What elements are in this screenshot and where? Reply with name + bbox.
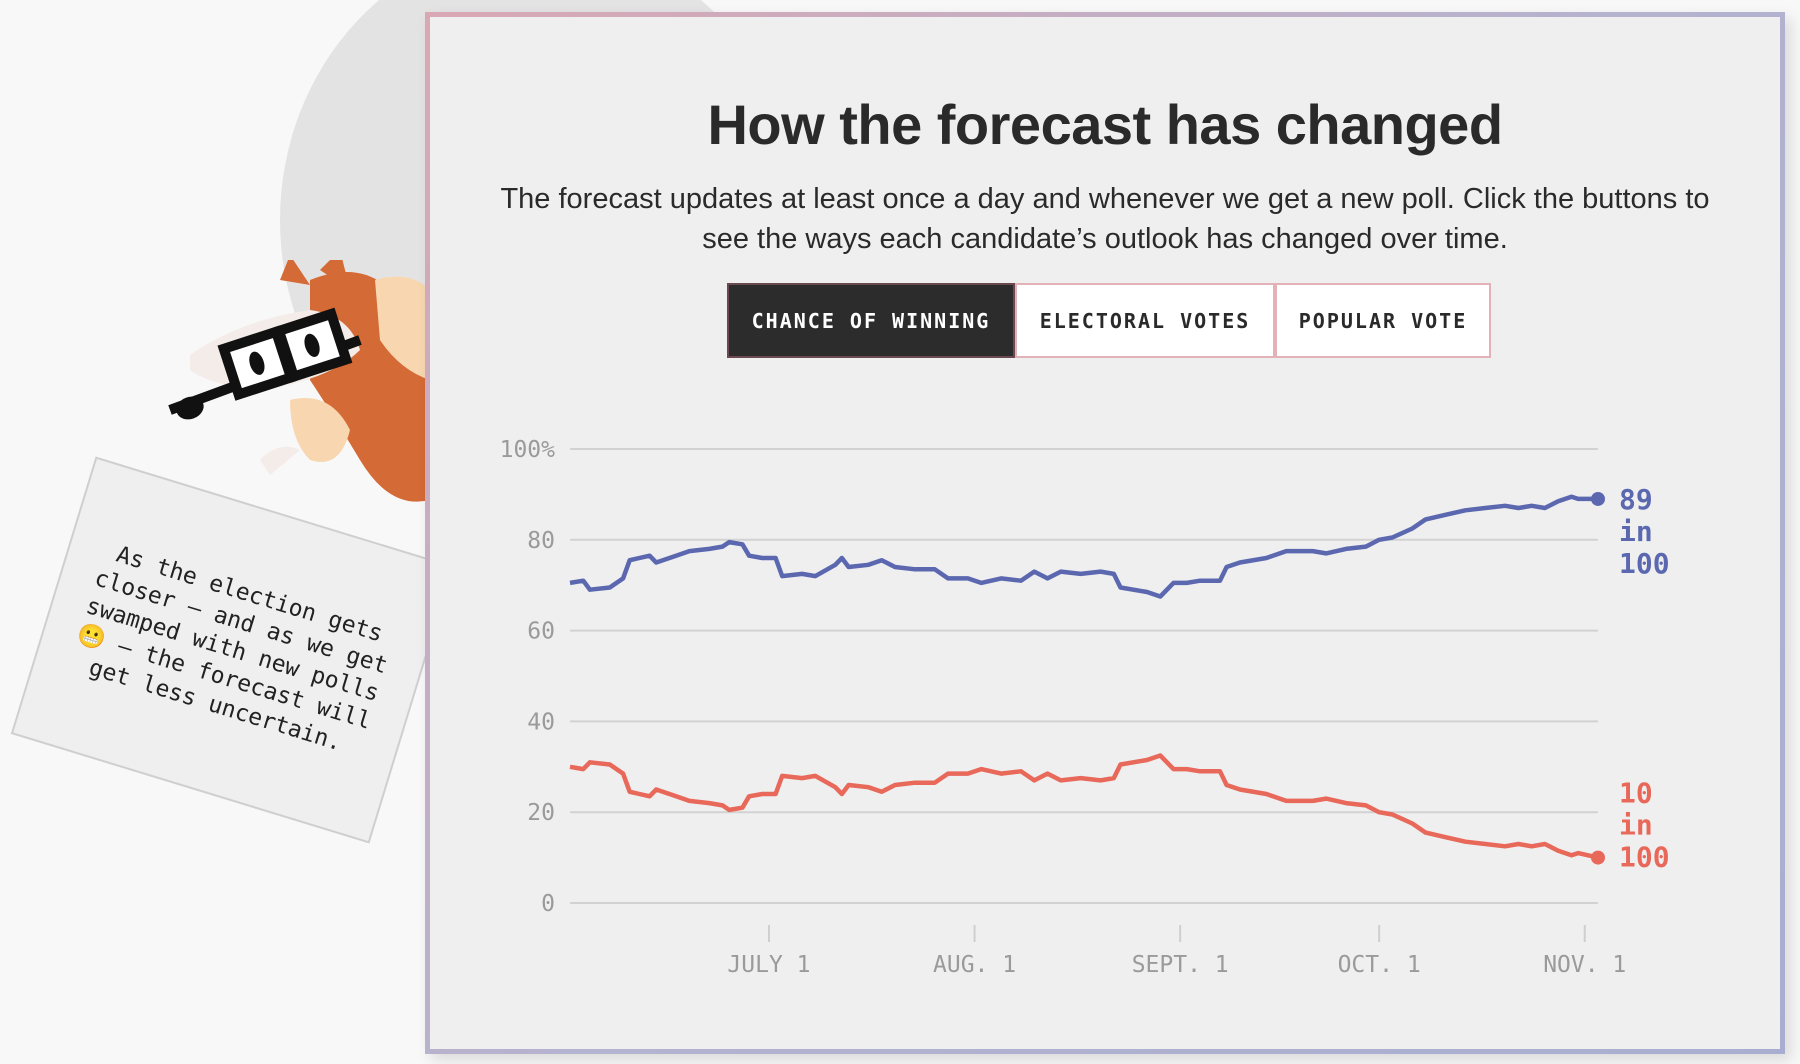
end-label-blue: 100 [1619, 547, 1670, 580]
end-point-red [1591, 850, 1605, 865]
forecast-panel: How the forecast has changed The forecas… [425, 12, 1785, 1054]
y-tick-label: 100% [500, 437, 556, 463]
y-tick-label: 0 [541, 891, 555, 917]
page-subtitle: The forecast updates at least once a day… [500, 183, 1710, 255]
y-tick-label: 20 [527, 800, 555, 826]
x-tick-label: JULY 1 [727, 952, 810, 978]
tab-electoral-votes[interactable]: ELECTORAL VOTES [1015, 283, 1275, 358]
x-tick-label: NOV. 1 [1543, 952, 1626, 978]
tab-popular-vote[interactable]: POPULAR VOTE [1275, 283, 1491, 358]
series-line-red [569, 753, 1599, 860]
page-title: How the forecast has changed [707, 93, 1503, 156]
end-label-red: 10 [1619, 777, 1653, 810]
y-tick-label: 80 [527, 528, 555, 554]
end-point-blue [1591, 491, 1605, 506]
series-line-blue [569, 494, 1598, 599]
tab-chance-of-winning[interactable]: CHANCE OF WINNING [727, 283, 1015, 358]
end-label-blue: in [1619, 515, 1653, 548]
x-tick-label: SEPT. 1 [1132, 952, 1229, 978]
view-tabs: CHANCE OF WINNING ELECTORAL VOTES POPULA… [727, 283, 1491, 358]
y-tick-label: 40 [527, 709, 555, 735]
fox-mascot-illustration [168, 260, 430, 502]
y-tick-label: 60 [527, 619, 555, 645]
end-label-red: 100 [1619, 841, 1670, 874]
end-label-blue: 89 [1619, 483, 1653, 516]
x-tick-label: AUG. 1 [933, 952, 1016, 978]
end-label-red: in [1619, 809, 1653, 842]
x-tick-label: OCT. 1 [1338, 952, 1421, 978]
